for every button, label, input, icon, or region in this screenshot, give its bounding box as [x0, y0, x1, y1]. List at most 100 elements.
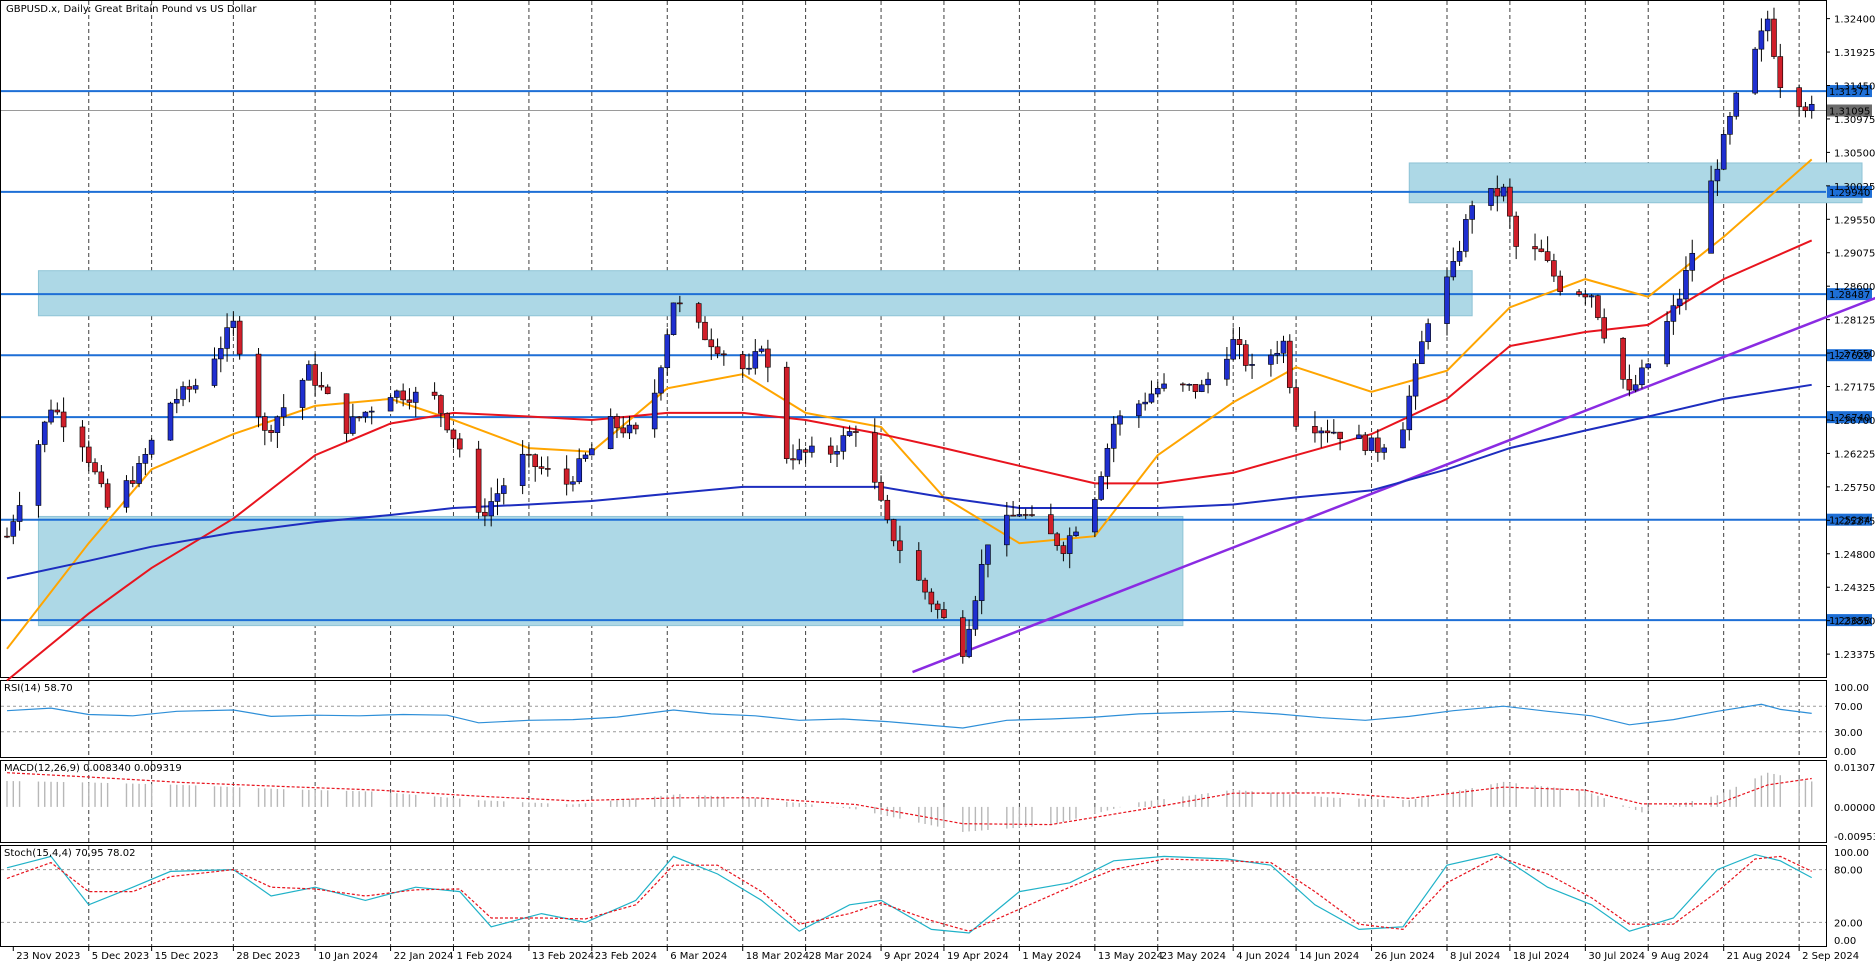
candle-body [1595, 296, 1600, 318]
candle-body [281, 408, 286, 417]
candle-body [1073, 532, 1078, 536]
candle-body [1011, 515, 1016, 516]
candle-body [753, 351, 758, 368]
candle-body [1155, 388, 1160, 394]
candle-body [457, 439, 462, 449]
candle-body [1325, 431, 1330, 433]
candle-body [1199, 385, 1204, 392]
candle-body [759, 349, 764, 352]
candle-body [225, 328, 230, 349]
candle-body [652, 393, 657, 429]
candle-body [665, 335, 670, 368]
candle-body [325, 387, 330, 394]
candle-body [1029, 515, 1034, 516]
date-axis-label: 8 Jul 2024 [1450, 951, 1500, 962]
candle-body [124, 481, 129, 508]
candle-body [49, 410, 54, 422]
candle-body [1111, 424, 1116, 448]
candle-body [533, 455, 538, 467]
candle-body [589, 449, 594, 455]
candle-body [608, 416, 613, 448]
candle-body [803, 450, 808, 453]
price-axis-label: 1.30025 [1834, 182, 1875, 193]
candle-body [1646, 364, 1651, 368]
candle-body [36, 444, 41, 505]
candle-body [1099, 476, 1104, 499]
candle-body [344, 394, 349, 434]
candle-body [231, 321, 236, 328]
candle-body [929, 592, 934, 604]
candle-body [1771, 19, 1776, 57]
candle-body [1489, 188, 1494, 205]
candle-body [1118, 416, 1123, 424]
candle-body [797, 450, 802, 460]
candle-body [1363, 435, 1368, 451]
candle-body [715, 347, 720, 354]
date-axis-label: 1 May 2024 [1022, 951, 1081, 962]
candle-body [1231, 339, 1236, 359]
rsi-axis-label: 100.00 [1834, 683, 1869, 694]
candle-body [193, 386, 198, 390]
price-axis-label: 1.31450 [1834, 82, 1875, 93]
date-axis-label: 10 Jan 2024 [318, 951, 378, 962]
candle-body [885, 500, 890, 519]
stoch-axis-label: 100.00 [1834, 848, 1869, 859]
price-axis-label: 1.27175 [1834, 383, 1875, 394]
candle-body [407, 400, 412, 403]
candle-body [1677, 299, 1682, 306]
candle-body [1803, 107, 1808, 111]
candle-body [319, 385, 324, 387]
candle-body [1507, 187, 1512, 216]
candle-body [1180, 384, 1185, 385]
candle-body [1627, 379, 1632, 390]
candle-body [1551, 261, 1556, 276]
candle-body [1797, 88, 1802, 107]
date-axis-label: 26 Jun 2024 [1375, 951, 1435, 962]
candle-body [1778, 57, 1783, 88]
candle-body [237, 321, 242, 354]
rsi-axis-label: 70.00 [1834, 702, 1863, 713]
candle-body [1709, 181, 1714, 253]
candle-body [1048, 515, 1053, 534]
candle-body [985, 545, 990, 564]
candle-body [482, 512, 487, 516]
date-axis-label: 9 Aug 2024 [1651, 951, 1709, 962]
candle-body [979, 564, 984, 600]
candle-body [526, 454, 531, 455]
macd-label: MACD(12,26,9) 0.008340 0.009319 [4, 763, 182, 774]
candle-body [1268, 355, 1273, 364]
candle-body [765, 349, 770, 367]
candle-body [941, 610, 946, 618]
candle-body [702, 322, 707, 340]
stoch-panel[interactable] [1, 846, 1827, 947]
candle-body [1451, 261, 1456, 277]
candle-body [1589, 296, 1594, 297]
candle-body [1558, 276, 1563, 292]
candle-body [1539, 249, 1544, 252]
date-axis-label: 22 Jan 2024 [394, 951, 454, 962]
candle-body [1444, 277, 1449, 324]
candle-body [1545, 252, 1550, 261]
candle-body [1765, 19, 1770, 31]
rsi-panel[interactable] [1, 681, 1827, 758]
candle-body [432, 392, 437, 395]
candle-body [721, 354, 726, 355]
candle-body [1023, 514, 1028, 515]
stoch-label: Stoch(15,4,4) 70.95 78.02 [4, 848, 135, 859]
price-axis-label: 1.25275 [1834, 516, 1875, 527]
candle-body [143, 454, 148, 463]
candle-body [847, 431, 852, 435]
candle-body [1149, 394, 1154, 402]
candle-body [879, 482, 884, 500]
candle-body [1621, 338, 1626, 379]
candle-body [564, 469, 569, 484]
macd-panel[interactable] [1, 761, 1827, 843]
candle-body [105, 484, 110, 508]
candle-body [93, 463, 98, 472]
candle-body [11, 522, 16, 537]
candle-body [451, 430, 456, 439]
candle-body [923, 580, 928, 592]
candle-body [1356, 435, 1361, 439]
